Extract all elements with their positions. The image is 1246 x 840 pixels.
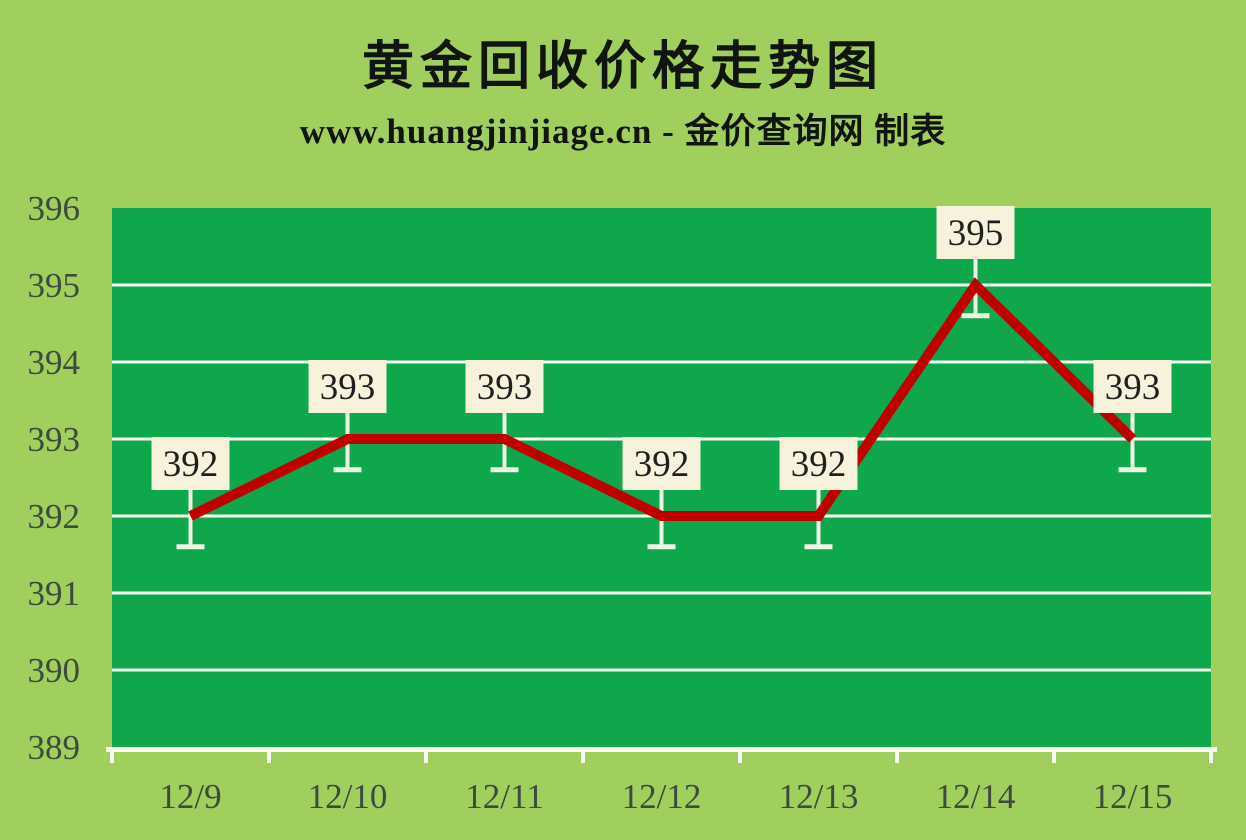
chart-title: 黄金回收价格走势图 xyxy=(361,39,884,96)
data-label-box xyxy=(936,206,1015,259)
x-tick-label: 12/12 xyxy=(622,777,702,816)
y-tick-label: 391 xyxy=(28,574,81,613)
x-tick-label: 12/15 xyxy=(1093,777,1173,816)
data-label: 393 xyxy=(320,367,376,408)
data-label-box xyxy=(779,437,858,490)
data-label-box xyxy=(1093,360,1172,413)
x-tick-label: 12/14 xyxy=(936,777,1016,816)
y-tick-label: 393 xyxy=(28,420,81,459)
y-tick-label: 390 xyxy=(28,651,81,690)
x-tick-label: 12/13 xyxy=(779,777,859,816)
data-label: 395 xyxy=(948,213,1004,254)
data-label: 393 xyxy=(477,367,533,408)
data-label-box xyxy=(622,437,701,490)
price-line xyxy=(188,277,1137,521)
y-tick-label: 389 xyxy=(28,728,81,767)
data-label: 392 xyxy=(791,444,847,485)
y-tick-label: 395 xyxy=(28,266,81,305)
y-tick-label: 396 xyxy=(28,189,81,228)
data-label: 392 xyxy=(634,444,690,485)
x-tick-label: 12/10 xyxy=(308,777,388,816)
data-label-box xyxy=(465,360,544,413)
data-label: 393 xyxy=(1105,367,1161,408)
data-label-box xyxy=(308,360,387,413)
y-tick-label: 394 xyxy=(28,343,81,382)
chart-subtitle: www.huangjinjiage.cn - 金价查询网 制表 xyxy=(299,112,947,151)
y-tick-label: 392 xyxy=(28,497,81,536)
x-tick-label: 12/9 xyxy=(159,777,221,816)
x-tick-label: 12/11 xyxy=(465,777,543,816)
data-label-box xyxy=(151,437,230,490)
data-label: 392 xyxy=(163,444,219,485)
